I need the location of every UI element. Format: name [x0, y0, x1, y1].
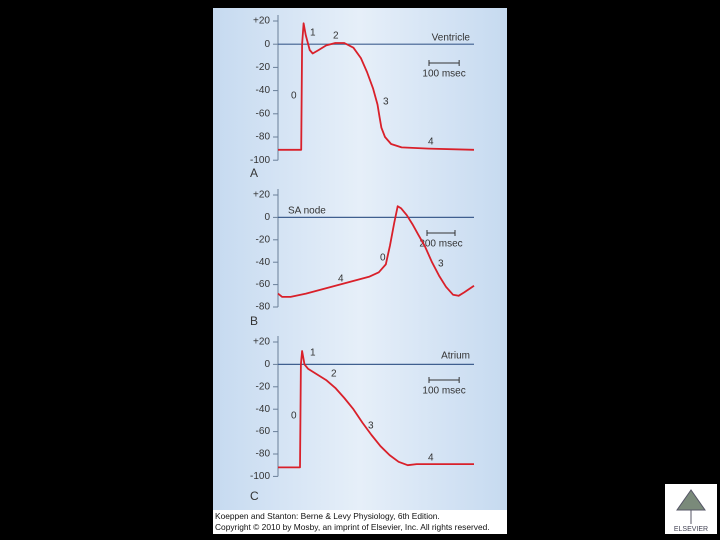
scale-bar: [428, 377, 460, 383]
scale-bar-label: 100 msec: [422, 386, 465, 397]
phase-label: 1: [310, 348, 316, 359]
footer-line: Copyright © 2010 by Mosby, an imprint of…: [215, 522, 490, 532]
phase-label: 1: [310, 28, 316, 39]
scale-bar-label: 100 msec: [422, 69, 465, 80]
phase-label: 4: [428, 453, 434, 464]
y-tick-label: -80: [256, 132, 271, 143]
trace: [277, 205, 475, 298]
y-tick-label: -20: [256, 234, 271, 245]
y-tick-label: +20: [253, 337, 270, 348]
phase-label: 0: [291, 91, 297, 102]
phase-label: 3: [438, 259, 444, 270]
phase-label: 3: [383, 97, 389, 108]
panel-title: SA node: [288, 206, 326, 217]
y-tick-label: -60: [256, 426, 271, 437]
y-tick-label: -80: [256, 302, 271, 313]
y-tick-label: -40: [256, 404, 271, 415]
scale-bar-label: 200 msec: [419, 239, 462, 250]
y-tick-label: -20: [256, 381, 271, 392]
panel-letter: B: [250, 314, 258, 328]
y-tick-label: -60: [256, 108, 271, 119]
panel-letter: A: [250, 166, 258, 180]
panel-title: Atrium: [441, 351, 470, 362]
figure-panel: [213, 8, 507, 510]
scale-bar: [428, 60, 460, 66]
phase-label: 4: [428, 137, 434, 148]
phase-label: 4: [338, 274, 344, 285]
phase-label: 3: [368, 421, 374, 432]
trace: [278, 22, 475, 151]
y-tick-label: -100: [250, 155, 270, 166]
phase-label: 0: [380, 253, 386, 264]
y-tick-label: -20: [256, 62, 271, 73]
logo-text: ELSEVIER: [674, 526, 708, 533]
logo-tree: [676, 489, 706, 524]
panel-title: Ventricle: [432, 33, 471, 44]
phase-label: 2: [333, 31, 339, 42]
y-tick-label: 0: [264, 212, 270, 223]
y-tick-label: +20: [253, 16, 270, 27]
y-tick-label: 0: [264, 359, 270, 370]
footer-line: Koeppen and Stanton: Berne & Levy Physio…: [215, 511, 440, 521]
y-tick-label: -40: [256, 257, 271, 268]
y-tick-label: -100: [250, 471, 270, 482]
y-tick-label: +20: [253, 190, 270, 201]
panel-letter: C: [250, 489, 259, 503]
footer-strip: [213, 510, 507, 534]
y-tick-label: -40: [256, 85, 271, 96]
trace: [278, 350, 474, 469]
y-tick-label: -80: [256, 449, 271, 460]
phase-label: 2: [331, 369, 337, 380]
y-tick-label: 0: [264, 39, 270, 50]
scale-bar: [426, 230, 456, 236]
y-tick-label: -60: [256, 279, 271, 290]
phase-label: 0: [291, 411, 297, 422]
